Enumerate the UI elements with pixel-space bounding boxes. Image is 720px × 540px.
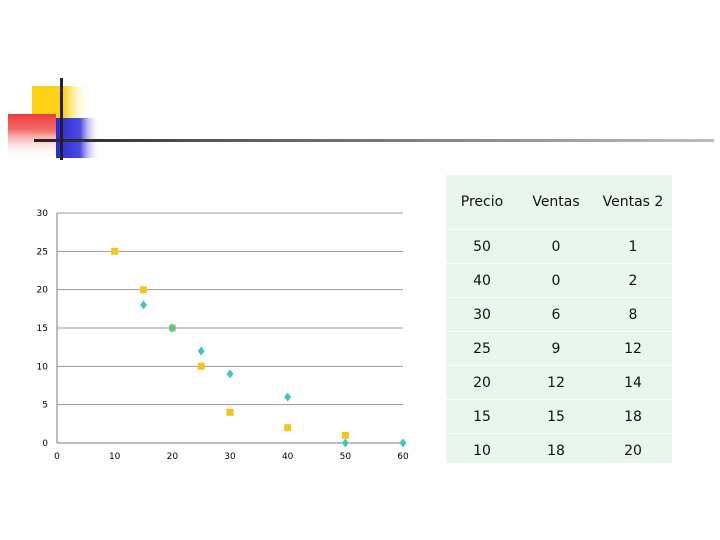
- series-1-point: [284, 424, 292, 432]
- y-tick-label: 25: [37, 247, 48, 257]
- table-row: 50 0 1: [446, 229, 672, 264]
- table-row: 10 18 20: [446, 433, 672, 468]
- y-tick-label: 30: [37, 209, 49, 219]
- x-tick-label: 10: [109, 452, 121, 462]
- x-tick-label: 50: [340, 452, 352, 462]
- header-precio: Precio: [460, 194, 504, 210]
- table-row: 40 0 2: [446, 263, 672, 298]
- y-tick-label: 15: [37, 324, 48, 334]
- series-1-point: [140, 286, 147, 294]
- logo-blue-square: [56, 118, 100, 158]
- table-header-row: Precio Ventas Ventas 2: [446, 175, 672, 230]
- series-2-point: [197, 346, 205, 356]
- series-2-point: [284, 392, 292, 402]
- cell-precio: 40: [446, 263, 518, 298]
- data-table-panel: Precio Ventas Ventas 2 50 0 1 40 0 2 30 …: [446, 175, 672, 468]
- header-ventas-2: Ventas 2: [602, 194, 664, 210]
- series-2-point: [226, 369, 234, 379]
- y-tick-label: 0: [42, 439, 48, 449]
- cell-precio: 50: [446, 229, 518, 264]
- series-2-point: [341, 438, 349, 448]
- cell-ventas: 0: [518, 263, 594, 298]
- table-row: 25 9 12: [446, 331, 672, 366]
- cell-ventas: 12: [518, 365, 594, 400]
- cell-precio: 30: [446, 297, 518, 332]
- series-2-point: [140, 300, 147, 310]
- cell-ventas-2: 2: [594, 263, 672, 298]
- slide-logo: [8, 78, 714, 160]
- logo-vertical-rule: [60, 78, 63, 160]
- series-1-point: [111, 247, 119, 255]
- cell-precio: 10: [446, 433, 518, 468]
- cell-ventas-2: 18: [594, 399, 672, 434]
- x-tick-label: 60: [397, 452, 409, 462]
- scatter-chart: 0 5 10 15 20 25 30 0 10 20 30 40 50 60: [37, 209, 409, 462]
- header-ventas: Ventas: [532, 194, 580, 210]
- data-table: Precio Ventas Ventas 2 50 0 1 40 0 2 30 …: [446, 175, 672, 468]
- series-1-point: [197, 362, 205, 370]
- y-tick-label: 20: [37, 286, 49, 296]
- logo-red-square: [8, 114, 56, 158]
- table-row: 20 12 14: [446, 365, 672, 400]
- x-tick-label: 40: [282, 452, 294, 462]
- table-row: 15 15 18: [446, 399, 672, 434]
- cell-precio: 25: [446, 331, 518, 366]
- cell-ventas: 9: [518, 331, 594, 366]
- cell-ventas: 18: [518, 433, 594, 468]
- cell-ventas-2: 12: [594, 331, 672, 366]
- cell-precio: 15: [446, 399, 518, 434]
- y-tick-label: 10: [37, 362, 49, 372]
- x-tick-label: 20: [167, 452, 179, 462]
- cell-ventas: 15: [518, 399, 594, 434]
- logo-horizontal-rule: [34, 139, 714, 142]
- y-tick-label: 5: [42, 401, 48, 411]
- cell-ventas: 0: [518, 229, 594, 264]
- cell-ventas-2: 20: [594, 433, 672, 468]
- cell-ventas-2: 1: [594, 229, 672, 264]
- series-1-point: [226, 408, 234, 416]
- cell-precio: 20: [446, 365, 518, 400]
- cell-ventas-2: 8: [594, 297, 672, 332]
- series-2-point: [399, 438, 407, 448]
- table-row: 30 6 8: [446, 297, 672, 332]
- cell-ventas: 6: [518, 297, 594, 332]
- series-1-point: [341, 431, 349, 439]
- cell-ventas-2: 14: [594, 365, 672, 400]
- series-2-point: [168, 323, 176, 333]
- x-tick-label: 0: [54, 452, 60, 462]
- x-tick-label: 30: [224, 452, 236, 462]
